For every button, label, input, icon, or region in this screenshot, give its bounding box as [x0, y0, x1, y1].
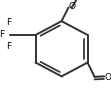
Text: F: F — [7, 42, 12, 51]
Text: F: F — [7, 18, 12, 27]
Text: O: O — [68, 2, 75, 11]
Text: F: F — [0, 30, 5, 39]
Text: O: O — [104, 73, 111, 82]
